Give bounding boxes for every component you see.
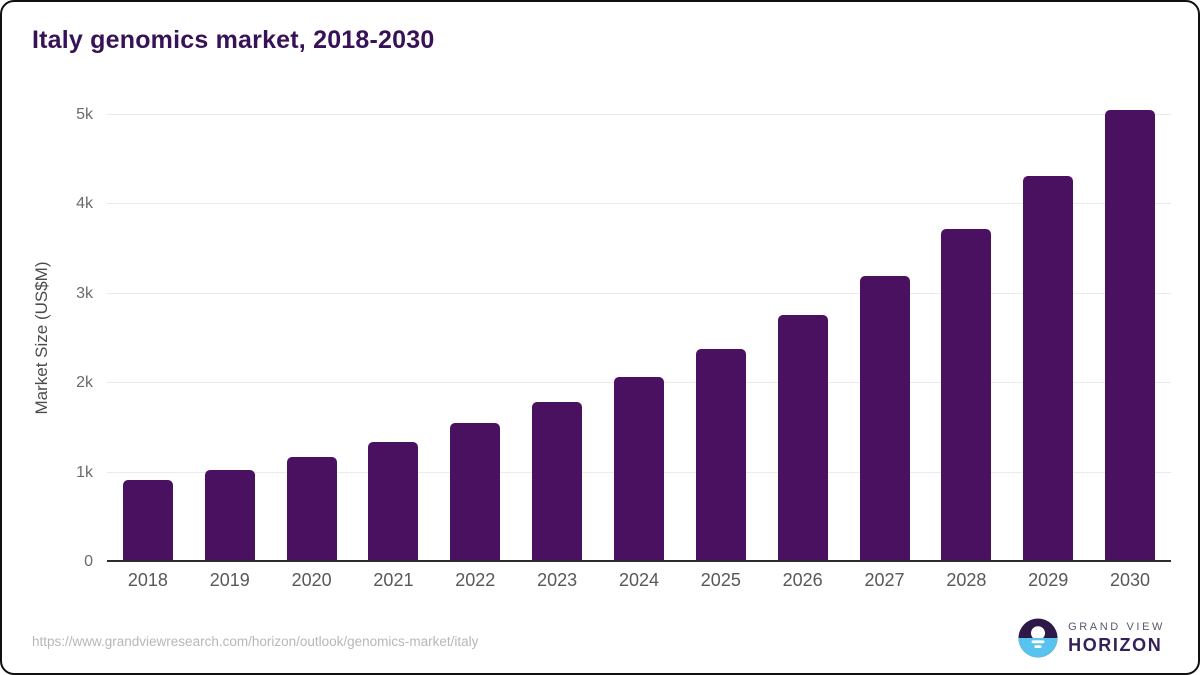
bars-row xyxy=(107,92,1171,560)
gridline-5k xyxy=(107,114,1171,115)
y-tick-label-2k: 2k xyxy=(76,374,93,392)
bar-2018 xyxy=(122,479,173,560)
source-url: https://www.grandviewresearch.com/horizo… xyxy=(32,634,479,649)
x-tick-label-2018: 2018 xyxy=(127,570,168,590)
bar-2019 xyxy=(204,469,255,560)
x-tick-label-2025: 2025 xyxy=(700,570,741,590)
y-tick-label-5k: 5k xyxy=(76,106,93,123)
bar-slot-2027 xyxy=(844,92,926,560)
bar-2023 xyxy=(532,401,583,560)
brand-text: GRAND VIEW HORIZON xyxy=(1068,621,1165,656)
brand-logo: GRAND VIEW HORIZON xyxy=(1018,618,1165,658)
x-tick-label-2026: 2026 xyxy=(782,570,823,590)
x-tick-label-2027: 2027 xyxy=(864,570,905,590)
bar-slot-2024 xyxy=(598,92,680,560)
bar-2026 xyxy=(777,315,828,560)
bar-2028 xyxy=(941,229,992,560)
bar-slot-2026 xyxy=(762,92,844,560)
x-tick-label-2030: 2030 xyxy=(1110,570,1151,590)
x-tick-label-2024: 2024 xyxy=(618,570,659,590)
bar-slot-2020 xyxy=(271,92,353,560)
bar-slot-2022 xyxy=(434,92,516,560)
x-tick-label-2021: 2021 xyxy=(373,570,414,590)
bar-slot-2023 xyxy=(516,92,598,560)
gridline-4k xyxy=(107,203,1171,205)
bar-slot-2029 xyxy=(1007,92,1089,560)
bar-2020 xyxy=(286,457,337,560)
gridline-3k xyxy=(107,292,1171,294)
bar-slot-2021 xyxy=(353,92,435,560)
bar-2029 xyxy=(1023,175,1074,560)
x-tick-label-2019: 2019 xyxy=(209,570,250,590)
bar-slot-2025 xyxy=(680,92,762,560)
bar-slot-2019 xyxy=(189,92,271,560)
x-tick-label-2022: 2022 xyxy=(455,570,496,590)
bar-2024 xyxy=(613,376,664,560)
bar-2021 xyxy=(368,442,419,560)
y-tick-label-3k: 3k xyxy=(76,284,93,302)
x-tick-label-2029: 2029 xyxy=(1028,570,1069,590)
x-axis-line xyxy=(107,560,1171,562)
x-labels-row: 2018 2019 2020 2021 2022 2023 2024 2025 2026 2027… xyxy=(107,570,1171,591)
x-tick-label-2023: 2023 xyxy=(537,570,578,590)
bar-2027 xyxy=(859,275,910,560)
bar-slot-2028 xyxy=(925,92,1007,560)
chart-title: Italy genomics market, 2018-2030 xyxy=(32,26,435,54)
x-tick-label-2020: 2020 xyxy=(291,570,332,590)
y-tick-label-0: 0 xyxy=(84,553,93,570)
horizon-logo-icon xyxy=(1018,618,1058,658)
bar-slot-2030 xyxy=(1089,92,1171,560)
brand-name-grand-view: GRAND VIEW xyxy=(1068,620,1165,633)
y-tick-label-4k: 4k xyxy=(76,195,93,213)
plot-area: 0 1k 2k 3k 4k 5k 2018 2019 2020 2021 2022 2023 2024… xyxy=(76,92,1171,590)
bar-2030 xyxy=(1105,110,1156,560)
x-tick-label-2028: 2028 xyxy=(946,570,987,590)
bar-2022 xyxy=(450,423,501,560)
brand-name-horizon: HORIZON xyxy=(1068,634,1163,655)
bar-slot-2018 xyxy=(107,92,189,560)
y-tick-label-1k: 1k xyxy=(76,463,93,481)
bar-2025 xyxy=(695,349,746,560)
